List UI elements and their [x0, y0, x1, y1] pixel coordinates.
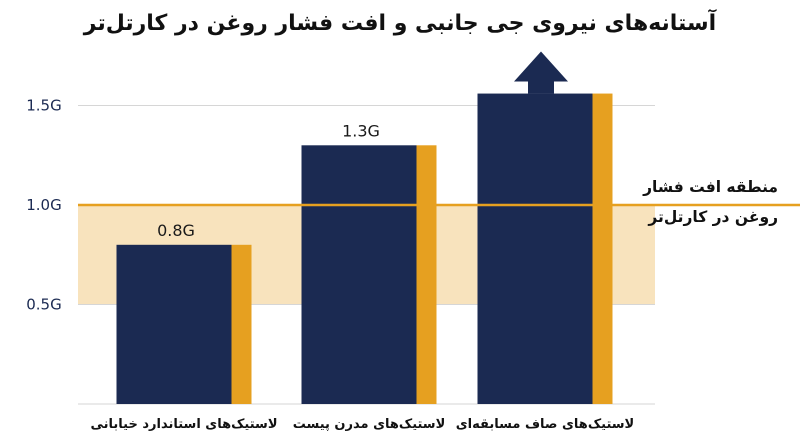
- bar-value-label: 1.3G: [342, 121, 380, 140]
- bar-0: [116, 244, 232, 404]
- y-tick-label: 0.5G: [26, 296, 61, 314]
- y-tick-label: 1.5G: [26, 97, 61, 115]
- bar-1: [301, 145, 417, 405]
- bar-value-label: 0.8G: [157, 221, 195, 240]
- x-category-label: لاستیک‌های مدرن پیست: [293, 417, 446, 432]
- up-arrow-icon: [514, 51, 568, 94]
- bar-2: [477, 93, 593, 404]
- bar-edge-0: [231, 244, 252, 404]
- bar-edge-2: [592, 93, 613, 404]
- x-category-label: لاستیک‌های صاف مسابقه‌ای: [456, 417, 634, 432]
- chart-title: آستانه‌های نیروی جی جانبی و افت فشار روغ…: [83, 11, 717, 36]
- zone-label-line-1: منطقه افت فشار: [643, 178, 778, 196]
- x-category-label: لاستیک‌های استاندارد خیابانی: [90, 417, 277, 432]
- y-tick-label: 1.0G: [26, 196, 61, 214]
- bar-edge-1: [416, 145, 437, 405]
- zone-label-line-2: روغن در کارتل‌تر: [648, 208, 778, 226]
